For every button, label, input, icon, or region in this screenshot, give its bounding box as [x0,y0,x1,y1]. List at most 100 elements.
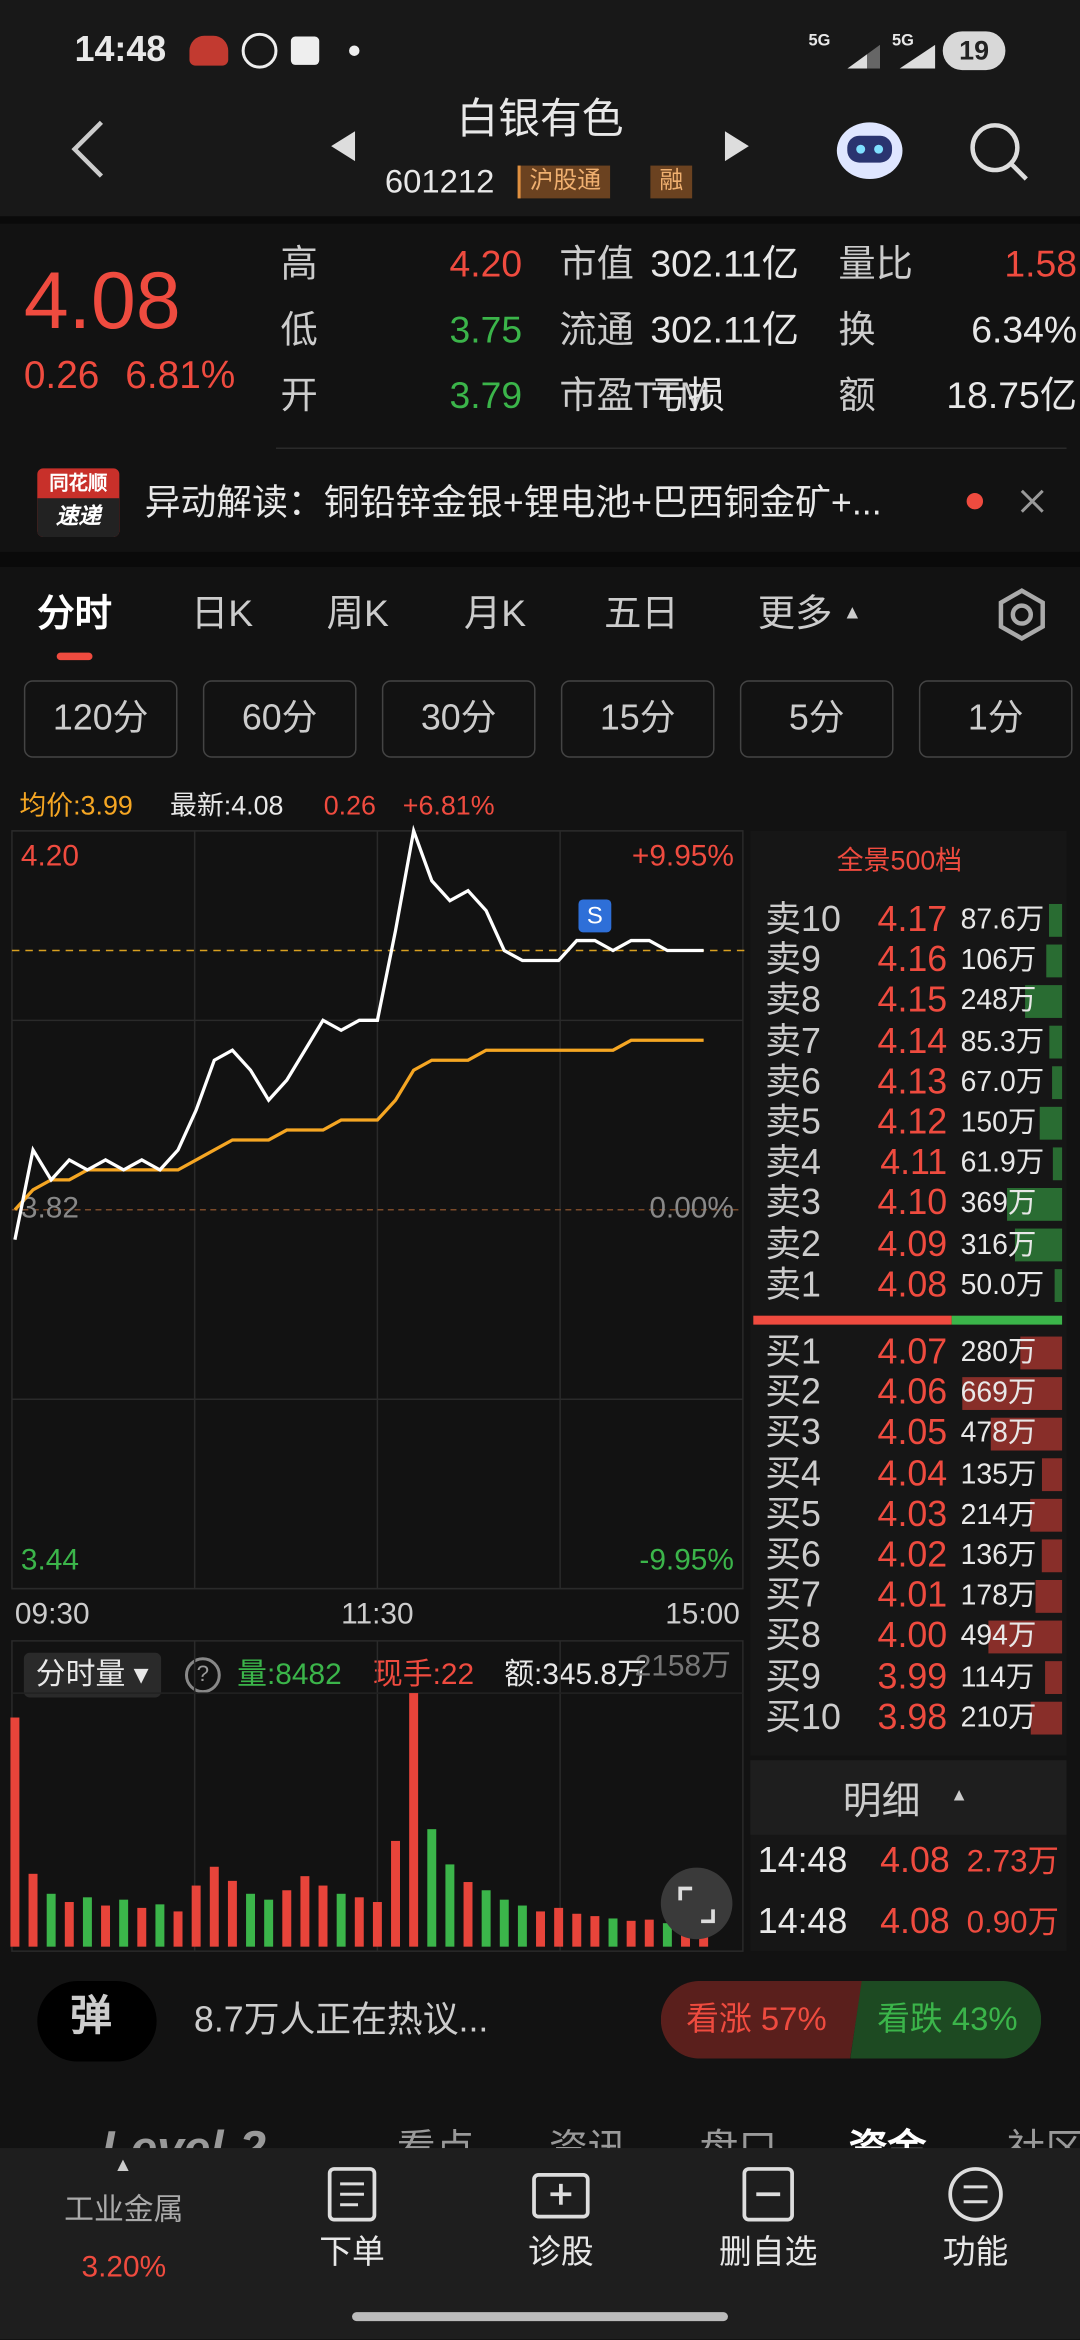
depth-bar [1045,1661,1063,1694]
stat-value: 302.11亿 [650,243,799,286]
volume-bar [427,1829,437,1947]
expand-icon[interactable]: ▲ [113,2153,133,2176]
stat-label: 换 [838,309,876,352]
level-volume: 210万 [960,1702,1037,1734]
volume-bar [46,1893,56,1947]
depth-bar [1049,1025,1063,1059]
detail-time: 14:48 [757,1840,848,1882]
nav-item[interactable]: 功能 [942,2233,1009,2271]
fullscreen-icon [678,1886,715,1924]
next-stock[interactable] [722,128,752,164]
level-label: 卖5 [765,1102,821,1143]
fullscreen-button[interactable] [660,1867,733,1940]
volume-bar [517,1905,527,1947]
level-volume: 50.0万 [960,1269,1045,1302]
change: 0.26 [323,790,376,821]
selector-text: 分时量 [35,1658,126,1692]
volume-bar [119,1899,129,1947]
search-button[interactable] [967,119,1033,185]
volume-bar [445,1864,455,1947]
bear-button[interactable] [850,1980,1042,2059]
danmaku-button[interactable] [37,1980,157,2062]
level-label: 买4 [765,1453,821,1495]
stat-value: 亏损 [650,375,725,417]
status-dot [349,45,360,56]
avg-price: 均价:3.99 [19,790,133,821]
assistant-button[interactable] [832,113,907,185]
period-button[interactable]: 5分 [739,680,894,758]
period-button[interactable]: 15分 [560,680,715,758]
order-book-title[interactable]: 全景500档 [836,845,963,876]
period-button[interactable]: 120分 [23,680,178,758]
y-tick-label: 2158万 [635,1650,731,1683]
level-price: 4.14 [877,1021,948,1062]
level-volume: 178万 [960,1580,1037,1613]
chart-tab[interactable]: 分时 [37,592,112,635]
unread-dot [966,493,984,510]
depth-bar [1052,1147,1063,1181]
depth-bar [1030,1701,1063,1735]
detail-title[interactable]: 明细 [842,1778,921,1823]
news-text[interactable]: 异动解读：铜铅锌金银+锂电池+巴西铜金矿+... [144,483,882,524]
volume-bar [554,1907,564,1947]
volume-bar [372,1902,382,1947]
level-label: 买2 [765,1372,821,1413]
level-volume: 669万 [960,1377,1037,1410]
level-label: 卖1 [765,1264,821,1305]
level-label: 买6 [765,1534,821,1576]
chart-tab[interactable]: 月K [463,592,527,635]
sort-icon: ▲ [950,1784,968,1805]
close-button[interactable] [1017,486,1047,516]
back-button[interactable] [66,116,111,182]
chart-tab[interactable]: 周K [326,592,389,635]
depth-bar [1039,1106,1063,1140]
nav-item[interactable]: 删自选 [718,2233,818,2271]
volume-bar [499,1899,509,1947]
volume-bar [481,1890,491,1947]
discussion-text[interactable]: 8.7万人正在热议... [193,2000,489,2041]
prev-stock[interactable] [328,128,358,164]
battery: 19 [942,31,1006,71]
volume-stat: 现手:22 [372,1658,475,1692]
level-volume: 106万 [960,945,1037,977]
period-button[interactable]: 1分 [918,680,1073,758]
volume-bar [391,1840,400,1947]
nav-item[interactable]: 下单 [319,2233,385,2271]
level-volume: 316万 [960,1229,1037,1261]
chart-tab[interactable]: 更多 [757,592,833,635]
y-tick-label: 3.82 [21,1192,79,1225]
help-icon[interactable]: ? [184,1657,221,1694]
buy-sell-bar [951,1315,1063,1325]
depth-bar [988,1620,1063,1654]
volume-bar [463,1882,473,1947]
y-tick-label: 3.44 [21,1544,79,1577]
chart-tab[interactable]: 五日 [604,592,679,635]
level-label: 卖10 [765,899,841,940]
level-volume: 85.3万 [960,1026,1045,1058]
depth-bar [1041,1539,1063,1573]
level-price: 4.15 [877,980,948,1021]
level-price: 4.11 [880,1142,948,1184]
level-volume: 87.6万 [960,904,1045,937]
level-price: 4.05 [877,1413,948,1454]
period-button[interactable]: 30分 [381,680,536,758]
sector-name[interactable]: 工业金属 [64,2194,184,2228]
volume-bar [572,1913,582,1947]
latest-price: 最新:4.08 [170,790,284,821]
chart-tab[interactable]: 日K [190,592,254,635]
volume-bar [590,1916,600,1947]
stat-value: 3.75 [449,309,523,352]
detail-price: 4.08 [880,1901,950,1943]
depth-bar [1030,1498,1063,1532]
settings-button[interactable] [993,586,1050,643]
level-volume: 494万 [960,1621,1037,1653]
bull-button[interactable] [660,1980,863,2059]
divider [0,551,1080,567]
nav-item[interactable]: 诊股 [528,2233,594,2271]
level-volume: 478万 [960,1418,1037,1450]
volume-selector[interactable]: 分时量 ▾ [23,1652,161,1698]
price-line [13,824,704,1241]
volume-bar [101,1905,111,1947]
period-button[interactable]: 60分 [202,680,357,758]
level-volume: 61.9万 [960,1148,1045,1180]
